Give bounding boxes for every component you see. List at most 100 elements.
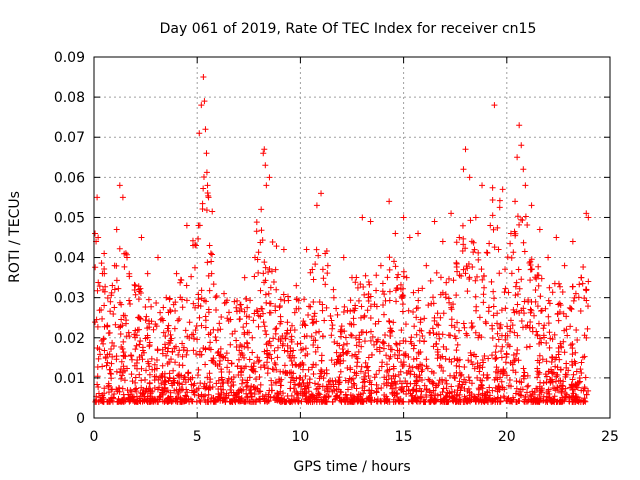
cloud-point xyxy=(581,332,588,339)
cloud-point xyxy=(521,310,528,317)
cloud-point xyxy=(337,388,344,395)
cloud-point xyxy=(255,388,262,395)
cloud-point xyxy=(433,269,440,276)
cloud-point xyxy=(340,349,347,356)
cloud-point xyxy=(281,396,288,403)
cloud-point xyxy=(107,308,114,315)
cloud-point xyxy=(543,340,550,347)
cloud-point xyxy=(347,392,354,399)
cloud-point xyxy=(139,344,146,351)
cloud-point xyxy=(253,307,260,314)
cloud-point xyxy=(380,301,387,308)
cloud-point xyxy=(190,300,197,307)
cloud-point xyxy=(182,397,189,404)
cloud-point xyxy=(481,284,488,291)
cloud-point xyxy=(355,348,362,355)
x-tick-label: 0 xyxy=(90,429,99,445)
data-point xyxy=(569,238,576,245)
cloud-point xyxy=(453,362,460,369)
cloud-point xyxy=(257,398,264,405)
cloud-point xyxy=(316,383,323,390)
cloud-point xyxy=(355,396,362,403)
cloud-point xyxy=(226,369,233,376)
cloud-point xyxy=(261,259,268,266)
cloud-point xyxy=(535,282,542,289)
cloud-point xyxy=(138,393,145,400)
cloud-point xyxy=(103,362,110,369)
cloud-point xyxy=(552,356,559,363)
cloud-point xyxy=(446,356,453,363)
cloud-point xyxy=(547,335,554,342)
cloud-point xyxy=(151,384,158,391)
cloud-point xyxy=(568,381,575,388)
cloud-point xyxy=(131,331,138,338)
cloud-point xyxy=(534,303,541,310)
cloud-point xyxy=(251,310,258,317)
cloud-point xyxy=(156,394,163,401)
cloud-point xyxy=(100,286,107,293)
cloud-point xyxy=(166,296,173,303)
cloud-point xyxy=(367,314,374,321)
cloud-point xyxy=(439,289,446,296)
cloud-point xyxy=(563,360,570,367)
cloud-point xyxy=(489,325,496,332)
cloud-point xyxy=(179,340,186,347)
cloud-point xyxy=(151,366,158,373)
cloud-point xyxy=(491,295,498,302)
cloud-point xyxy=(148,355,155,362)
cloud-point xyxy=(128,371,135,378)
cloud-point xyxy=(468,320,475,327)
cloud-point xyxy=(543,396,550,403)
cloud-point xyxy=(104,351,111,358)
cloud-point xyxy=(497,321,504,328)
data-point xyxy=(196,130,203,137)
cloud-point xyxy=(415,365,422,372)
cloud-point xyxy=(360,283,367,290)
cloud-point xyxy=(358,303,365,310)
cloud-point xyxy=(262,264,269,271)
cloud-point xyxy=(367,303,374,310)
cloud-point xyxy=(101,385,108,392)
data-point xyxy=(92,230,99,237)
cloud-point xyxy=(497,325,504,332)
cloud-point xyxy=(126,398,133,405)
cloud-point xyxy=(159,350,166,357)
cloud-point xyxy=(346,320,353,327)
cloud-point xyxy=(454,341,461,348)
cloud-point xyxy=(230,395,237,402)
cloud-point xyxy=(434,392,441,399)
cloud-point xyxy=(569,376,576,383)
axis-ticks xyxy=(93,56,611,419)
cloud-point xyxy=(235,389,242,396)
cloud-point xyxy=(218,374,225,381)
cloud-point xyxy=(494,310,501,317)
cloud-point xyxy=(493,354,500,361)
cloud-point xyxy=(275,394,282,401)
cloud-point xyxy=(378,363,385,370)
cloud-point xyxy=(521,369,528,376)
cloud-point xyxy=(195,372,202,379)
cloud-point xyxy=(166,370,173,377)
cloud-point xyxy=(403,383,410,390)
cloud-point xyxy=(405,398,412,405)
cloud-point xyxy=(147,386,154,393)
cloud-point xyxy=(479,357,486,364)
cloud-point xyxy=(184,347,191,354)
cloud-point xyxy=(396,347,403,354)
cloud-point xyxy=(380,345,387,352)
cloud-point xyxy=(556,308,563,315)
cloud-point xyxy=(223,395,230,402)
cloud-point xyxy=(381,380,388,387)
cloud-point xyxy=(101,250,108,257)
cloud-point xyxy=(432,391,439,398)
cloud-point xyxy=(571,294,578,301)
cloud-point xyxy=(175,380,182,387)
cloud-point xyxy=(303,398,310,405)
cloud-point xyxy=(133,342,140,349)
cloud-point xyxy=(115,285,122,292)
cloud-point xyxy=(125,329,132,336)
cloud-point xyxy=(400,273,407,280)
cloud-point xyxy=(180,344,187,351)
cloud-point xyxy=(486,240,493,247)
cloud-point xyxy=(296,374,303,381)
